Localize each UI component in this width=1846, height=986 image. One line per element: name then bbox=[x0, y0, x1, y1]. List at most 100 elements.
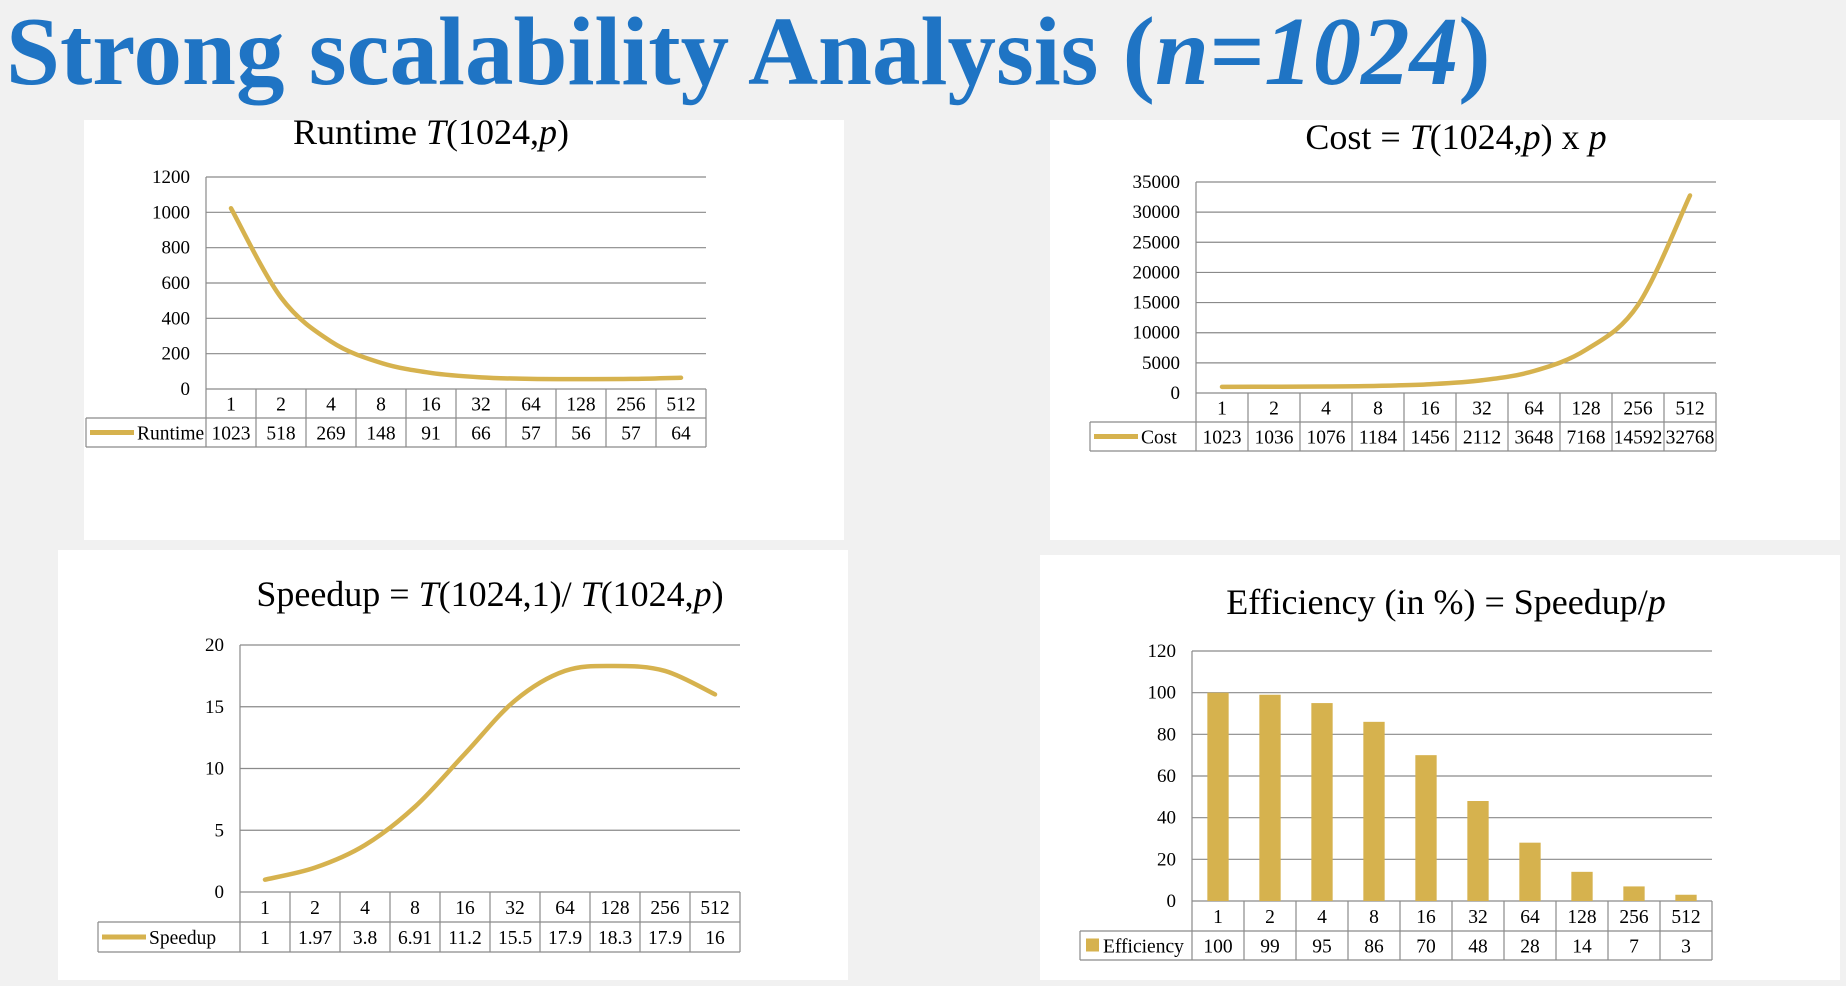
runtime-table-value: 57 bbox=[521, 424, 541, 445]
speedup-x-tick-label: 2 bbox=[310, 898, 320, 919]
cost-y-tick-label: 35000 bbox=[1133, 172, 1181, 193]
speedup-table-value: 11.2 bbox=[448, 928, 481, 949]
runtime-x-tick-label: 64 bbox=[521, 395, 541, 416]
runtime-chart-title: Runtime T(1024,p) bbox=[293, 120, 569, 152]
efficiency-table-value: 70 bbox=[1416, 937, 1436, 958]
page-title: Strong scalability Analysis (n=1024) bbox=[6, 0, 1491, 112]
efficiency-legend-label: Efficiency bbox=[1103, 937, 1184, 958]
speedup-chart: Speedup = T(1024,1)/ T(1024,p) 0 5 10 15 20 1 1… bbox=[58, 550, 848, 980]
speedup-table-value: 1 bbox=[260, 928, 270, 949]
efficiency-chart-title: Efficiency (in %) = Speedup/p bbox=[1226, 582, 1666, 622]
cost-table-value: 1023 bbox=[1203, 428, 1242, 449]
runtime-legend-label: Runtime bbox=[137, 424, 204, 445]
efficiency-legend-key bbox=[1086, 938, 1099, 952]
runtime-x-tick-label: 1 bbox=[226, 395, 236, 416]
cost-x-tick-label: 4 bbox=[1321, 399, 1331, 420]
efficiency-x-tick-label: 2 bbox=[1265, 907, 1275, 928]
runtime-series-line bbox=[228, 206, 684, 382]
cost-table-value: 1184 bbox=[1359, 428, 1398, 449]
efficiency-y-tick-label: 80 bbox=[1157, 724, 1176, 745]
cost-x-tick-label: 16 bbox=[1420, 399, 1440, 420]
efficiency-bar bbox=[1623, 886, 1645, 901]
runtime-table-value: 1023 bbox=[212, 424, 251, 445]
runtime-x-tick-label: 2 bbox=[276, 395, 286, 416]
cost-y-tick-label: 0 bbox=[1171, 383, 1181, 404]
efficiency-table-value: 100 bbox=[1203, 937, 1232, 958]
speedup-table-value: 1.97 bbox=[298, 928, 332, 949]
runtime-x-tick-label: 4 bbox=[326, 395, 336, 416]
runtime-y-tick-label: 200 bbox=[162, 344, 191, 365]
cost-chart-title: Cost = T(1024,p) x p bbox=[1305, 120, 1606, 157]
runtime-table-value: 148 bbox=[366, 424, 395, 445]
efficiency-table-value: 3 bbox=[1681, 937, 1691, 958]
cost-x-tick-label: 64 bbox=[1524, 399, 1544, 420]
cost-chart-svg: Cost = T(1024,p) x p 0 5000 10000 15000 20000… bbox=[1089, 120, 1717, 452]
speedup-y-tick-label: 15 bbox=[205, 697, 224, 718]
efficiency-chart-svg: Efficiency (in %) = Speedup/p 0 20 40 60 80 10… bbox=[1079, 582, 1713, 961]
runtime-table-value: 91 bbox=[421, 424, 441, 445]
cost-y-tick-label: 5000 bbox=[1142, 353, 1180, 374]
cost-chart: Cost = T(1024,p) x p 0 5000 10000 15000 20000… bbox=[1050, 120, 1840, 540]
speedup-x-tick-label: 128 bbox=[600, 898, 629, 919]
speedup-y-tick-label: 10 bbox=[205, 759, 224, 780]
cost-series-line bbox=[1219, 193, 1693, 390]
efficiency-x-tick-label: 16 bbox=[1416, 907, 1436, 928]
runtime-table-value: 57 bbox=[621, 424, 641, 445]
cost-x-tick-label: 32 bbox=[1472, 399, 1492, 420]
page-title-main: Strong scalability Analysis ( bbox=[6, 0, 1155, 105]
page-title-close: ) bbox=[1458, 0, 1491, 105]
cost-table-value: 1456 bbox=[1411, 428, 1450, 449]
speedup-chart-svg: Speedup = T(1024,1)/ T(1024,p)0510152011… bbox=[97, 574, 741, 953]
efficiency-x-tick-label: 256 bbox=[1619, 907, 1649, 928]
cost-x-tick-label: 8 bbox=[1373, 399, 1383, 420]
speedup-x-tick-label: 256 bbox=[650, 898, 680, 919]
efficiency-table-value: 28 bbox=[1520, 937, 1540, 958]
efficiency-table-value: 86 bbox=[1364, 937, 1384, 958]
efficiency-chart: Efficiency (in %) = Speedup/p 0 20 40 60 80 10… bbox=[1040, 555, 1840, 980]
efficiency-table-value: 14 bbox=[1572, 937, 1592, 958]
efficiency-table-value: 99 bbox=[1260, 937, 1280, 958]
cost-x-tick-label: 1 bbox=[1217, 399, 1227, 420]
speedup-y-tick-label: 5 bbox=[215, 820, 225, 841]
runtime-chart: Runtime T(1024,p) 0 200 400 600 800 1000 1200 1 1… bbox=[84, 120, 844, 540]
runtime-x-tick-label: 256 bbox=[616, 395, 646, 416]
efficiency-bar bbox=[1675, 894, 1697, 901]
runtime-y-tick-label: 800 bbox=[162, 238, 191, 259]
speedup-series-line bbox=[262, 663, 718, 882]
cost-table-value: 14592 bbox=[1614, 428, 1663, 449]
runtime-chart-svg: Runtime T(1024,p) 0 200 400 600 800 1000 1200 1 1… bbox=[85, 120, 707, 448]
cost-y-tick-label: 25000 bbox=[1133, 232, 1181, 253]
efficiency-bar bbox=[1363, 721, 1385, 901]
runtime-y-tick-label: 0 bbox=[181, 379, 191, 400]
efficiency-table-value: 48 bbox=[1468, 937, 1488, 958]
efficiency-x-tick-label: 32 bbox=[1468, 907, 1488, 928]
cost-x-tick-label: 2 bbox=[1269, 399, 1279, 420]
efficiency-bar bbox=[1311, 703, 1333, 901]
speedup-x-tick-label: 32 bbox=[505, 898, 525, 919]
runtime-table-value: 56 bbox=[571, 424, 591, 445]
runtime-y-tick-label: 1200 bbox=[152, 167, 190, 188]
runtime-table-value: 518 bbox=[266, 424, 295, 445]
runtime-x-tick-label: 32 bbox=[471, 395, 491, 416]
efficiency-x-tick-label: 512 bbox=[1671, 907, 1700, 928]
efficiency-bar bbox=[1259, 694, 1281, 901]
runtime-table-value: 269 bbox=[316, 424, 345, 445]
cost-table-value: 7168 bbox=[1567, 428, 1606, 449]
efficiency-y-tick-label: 60 bbox=[1157, 766, 1176, 787]
speedup-table-value: 17.9 bbox=[648, 928, 682, 949]
cost-table-value: 32768 bbox=[1666, 428, 1715, 449]
runtime-x-tick-label: 128 bbox=[566, 395, 595, 416]
efficiency-y-tick-label: 120 bbox=[1148, 641, 1177, 662]
cost-x-tick-label: 128 bbox=[1571, 399, 1600, 420]
efficiency-bar bbox=[1571, 871, 1593, 901]
runtime-x-tick-label: 16 bbox=[421, 395, 441, 416]
speedup-x-tick-label: 512 bbox=[700, 898, 729, 919]
cost-y-tick-label: 20000 bbox=[1133, 262, 1181, 283]
runtime-y-tick-label: 1000 bbox=[152, 202, 190, 223]
runtime-x-tick-label: 512 bbox=[666, 395, 695, 416]
efficiency-x-tick-label: 64 bbox=[1520, 907, 1540, 928]
runtime-x-tick-label: 8 bbox=[376, 395, 386, 416]
cost-table-value: 1076 bbox=[1307, 428, 1346, 449]
efficiency-y-tick-label: 0 bbox=[1167, 891, 1177, 912]
speedup-legend-label: Speedup bbox=[149, 928, 216, 949]
